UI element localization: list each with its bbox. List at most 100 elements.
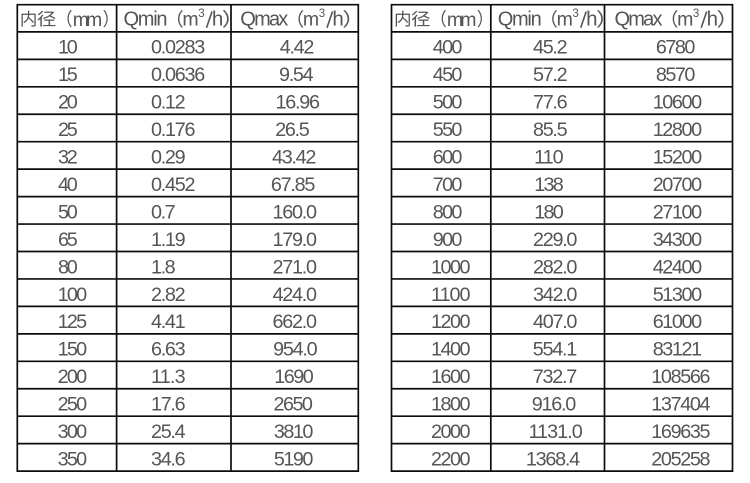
svg-text:10: 10 [58, 37, 78, 59]
svg-text:150: 150 [58, 339, 88, 361]
svg-text:61000: 61000 [653, 311, 702, 333]
svg-text:342.0: 342.0 [533, 284, 578, 306]
svg-text:34300: 34300 [653, 229, 702, 251]
svg-text:6780: 6780 [656, 37, 696, 59]
svg-text:108566: 108566 [651, 366, 710, 388]
svg-text:15: 15 [58, 64, 78, 86]
svg-text:300: 300 [58, 421, 88, 443]
svg-text:34.6: 34.6 [151, 448, 186, 470]
svg-text:250: 250 [58, 394, 88, 416]
svg-text:9.54: 9.54 [279, 64, 314, 86]
svg-text:550: 550 [433, 119, 463, 141]
svg-text:500: 500 [433, 92, 463, 114]
svg-text:0.452: 0.452 [151, 174, 196, 196]
svg-text:m: m [557, 9, 573, 31]
svg-text:Qmin: Qmin [124, 9, 168, 31]
svg-text:80: 80 [58, 256, 78, 278]
svg-text:137404: 137404 [651, 394, 710, 416]
svg-text:732.7: 732.7 [533, 366, 578, 388]
svg-text:1.8: 1.8 [151, 256, 176, 278]
svg-text:5190: 5190 [274, 448, 314, 470]
svg-text:25.4: 25.4 [151, 421, 186, 443]
svg-text:1.19: 1.19 [151, 229, 186, 251]
svg-text:554.1: 554.1 [533, 339, 578, 361]
svg-text:1368.4: 1368.4 [526, 448, 580, 470]
svg-text:1200: 1200 [431, 311, 471, 333]
svg-text:200: 200 [58, 366, 88, 388]
svg-text:Qmax: Qmax [240, 9, 288, 31]
svg-text:17.6: 17.6 [151, 394, 186, 416]
svg-text:85.5: 85.5 [533, 119, 568, 141]
svg-text:45.2: 45.2 [533, 37, 568, 59]
svg-text:205258: 205258 [651, 448, 710, 470]
svg-text:400: 400 [433, 37, 463, 59]
svg-text:3: 3 [319, 8, 325, 20]
svg-text:4.42: 4.42 [280, 37, 315, 59]
svg-text:1000: 1000 [431, 256, 471, 278]
svg-text:16.96: 16.96 [276, 92, 321, 114]
svg-text:m: m [677, 9, 693, 31]
svg-text:h: h [332, 8, 343, 31]
svg-text:Qmax: Qmax [615, 9, 663, 31]
svg-text:0.12: 0.12 [151, 92, 186, 114]
svg-text:3: 3 [198, 8, 204, 20]
svg-text:662.0: 662.0 [273, 311, 318, 333]
svg-text:450: 450 [433, 64, 463, 86]
svg-text:67.85: 67.85 [271, 174, 316, 196]
svg-text:600: 600 [433, 147, 463, 169]
svg-text:2200: 2200 [431, 448, 471, 470]
svg-text:1131.0: 1131.0 [528, 421, 582, 443]
svg-text:900: 900 [433, 229, 463, 251]
svg-text:271.0: 271.0 [273, 256, 318, 278]
svg-text:125: 125 [58, 311, 88, 333]
svg-text:180: 180 [534, 201, 564, 223]
svg-text:0.0283: 0.0283 [151, 37, 205, 59]
svg-text:350: 350 [58, 448, 88, 470]
svg-text:0.29: 0.29 [151, 147, 186, 169]
svg-text:26.5: 26.5 [275, 119, 310, 141]
svg-text:h: h [707, 8, 718, 31]
svg-text:20: 20 [58, 92, 78, 114]
svg-text:3: 3 [572, 8, 578, 20]
svg-text:1690: 1690 [274, 366, 314, 388]
svg-text:27100: 27100 [653, 201, 702, 223]
svg-text:1100: 1100 [431, 284, 471, 306]
svg-text:15200: 15200 [653, 147, 702, 169]
svg-text:12800: 12800 [653, 119, 702, 141]
svg-text:0.176: 0.176 [151, 119, 196, 141]
svg-text:800: 800 [433, 201, 463, 223]
svg-text:100: 100 [58, 284, 88, 306]
svg-text:40: 40 [58, 174, 78, 196]
svg-text:43.42: 43.42 [272, 147, 317, 169]
svg-text:916.0: 916.0 [532, 394, 577, 416]
svg-text:169635: 169635 [651, 421, 710, 443]
svg-text:2000: 2000 [431, 421, 471, 443]
svg-text:20700: 20700 [653, 174, 702, 196]
svg-text:83121: 83121 [653, 339, 702, 361]
svg-text:2.82: 2.82 [151, 284, 186, 306]
svg-text:3: 3 [693, 8, 699, 20]
svg-text:6.63: 6.63 [151, 339, 186, 361]
svg-text:424.0: 424.0 [273, 284, 318, 306]
svg-text:160.0: 160.0 [273, 201, 318, 223]
svg-text:954.0: 954.0 [273, 339, 318, 361]
svg-text:8570: 8570 [656, 64, 696, 86]
svg-text:4.41: 4.41 [151, 311, 186, 333]
svg-text:0.7: 0.7 [151, 201, 176, 223]
svg-text:m: m [182, 9, 198, 31]
svg-text:42400: 42400 [653, 256, 702, 278]
svg-text:mm: mm [447, 9, 477, 31]
svg-text:110: 110 [534, 147, 564, 169]
svg-text:32: 32 [58, 147, 78, 169]
svg-text:11.3: 11.3 [151, 366, 186, 388]
svg-text:0.0636: 0.0636 [151, 64, 205, 86]
svg-text:mm: mm [73, 9, 103, 31]
svg-text:179.0: 179.0 [273, 229, 318, 251]
svg-text:h: h [586, 8, 597, 31]
svg-text:3810: 3810 [274, 421, 314, 443]
svg-text:229.0: 229.0 [533, 229, 578, 251]
svg-text:700: 700 [433, 174, 463, 196]
svg-text:282.0: 282.0 [533, 256, 578, 278]
svg-text:1800: 1800 [431, 394, 471, 416]
svg-text:407.0: 407.0 [533, 311, 578, 333]
